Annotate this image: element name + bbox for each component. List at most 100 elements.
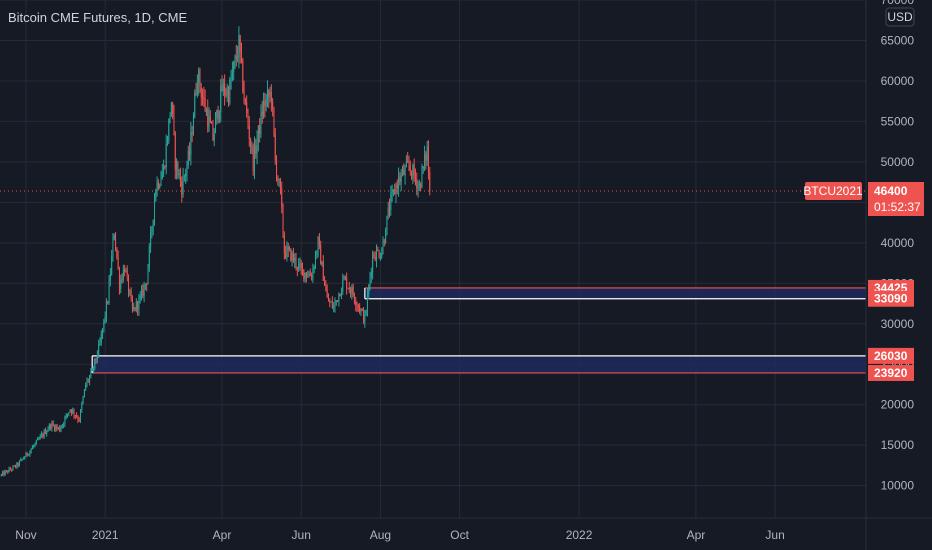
time-axis[interactable]: Nov 2021 Apr Jun Aug Oct 2022 Apr Jun: [0, 517, 932, 542]
candle: [395, 182, 397, 204]
candle-body: [138, 297, 140, 310]
candle: [378, 249, 380, 259]
candle-body: [296, 266, 298, 269]
zone-1-bottom-tag-bg: [868, 290, 914, 307]
candle-body: [357, 305, 359, 307]
candle-body: [230, 79, 232, 81]
candle-body: [392, 189, 394, 192]
candle: [24, 456, 26, 460]
candle-body: [164, 166, 166, 168]
candle-body: [385, 235, 387, 243]
candle-body: [103, 319, 105, 329]
candle-body: [322, 261, 324, 281]
candle-body: [263, 100, 265, 117]
candle-body: [361, 309, 363, 311]
candle: [107, 300, 109, 305]
zone-2: [91, 355, 866, 374]
candle-body: [177, 161, 179, 176]
candle: [359, 302, 361, 315]
candle-body: [231, 71, 233, 80]
candle-body: [216, 109, 218, 118]
candle-body: [139, 295, 141, 298]
candle: [329, 298, 331, 308]
candle-body: [421, 168, 423, 188]
candle-body: [340, 291, 342, 297]
candle: [324, 276, 326, 286]
candle: [300, 259, 302, 275]
candle: [263, 92, 265, 119]
candle: [131, 295, 133, 313]
candle-body: [272, 100, 274, 108]
candle: [230, 69, 232, 90]
candle: [65, 413, 67, 420]
candle: [316, 250, 318, 260]
candle-body: [312, 268, 314, 279]
candle: [63, 421, 65, 429]
currency-button[interactable]: USD: [885, 7, 915, 27]
candle-body: [172, 102, 174, 114]
candle: [209, 110, 211, 124]
candle-body: [120, 279, 122, 290]
candle-body: [107, 301, 109, 304]
candle: [133, 302, 135, 312]
candle-body: [422, 166, 424, 169]
candle-body: [237, 57, 239, 59]
candle: [424, 145, 426, 172]
candle-body: [156, 181, 158, 191]
candle: [417, 180, 419, 198]
candle: [277, 175, 279, 186]
candle: [320, 240, 322, 265]
candle-body: [256, 140, 258, 154]
candle-body: [391, 191, 393, 195]
zone-1-bottom-tag: 33090: [868, 290, 914, 307]
candle-body: [122, 269, 124, 281]
candle: [179, 167, 181, 187]
candle-body: [259, 125, 261, 134]
candle: [118, 266, 120, 295]
candle: [8, 466, 10, 473]
candle: [309, 268, 311, 277]
candle-body: [355, 301, 357, 306]
candle-body: [303, 269, 305, 279]
candle: [363, 307, 365, 324]
candle-body: [330, 301, 332, 303]
candle: [312, 263, 314, 283]
candle-body: [200, 87, 202, 98]
candle-body: [314, 254, 316, 267]
candle: [247, 108, 249, 130]
candle-body: [204, 98, 206, 112]
y-tick-label: 70000: [881, 0, 915, 7]
candle: [207, 99, 209, 133]
candle-body: [396, 184, 398, 189]
candle: [400, 168, 402, 192]
candle: [370, 267, 372, 284]
candle: [285, 245, 287, 260]
candle-body: [286, 247, 288, 258]
candle: [60, 425, 62, 432]
candle: [4, 469, 6, 476]
candle-body: [109, 274, 111, 281]
candle-body: [11, 469, 13, 471]
candle-body: [253, 145, 255, 171]
candle-body: [76, 416, 78, 418]
candle-body: [18, 460, 20, 466]
countdown-timer: 01:52:37: [874, 200, 921, 214]
candle-body: [117, 257, 119, 269]
price-axis[interactable]: 1000015000200002500030000350004000045000…: [865, 0, 915, 550]
candle-body: [339, 293, 341, 297]
candle: [21, 458, 23, 462]
candle-body: [378, 251, 380, 258]
candle-body: [51, 423, 53, 429]
candle: [308, 270, 310, 278]
candle-body: [70, 409, 72, 413]
candle-body: [35, 440, 37, 444]
candle-body: [34, 443, 36, 446]
candle-body: [390, 194, 392, 211]
candle-body: [208, 116, 210, 127]
candle: [269, 86, 271, 103]
candle-body: [277, 177, 279, 181]
candle: [401, 165, 403, 177]
candle-body: [111, 255, 113, 275]
candle-body: [364, 314, 366, 322]
